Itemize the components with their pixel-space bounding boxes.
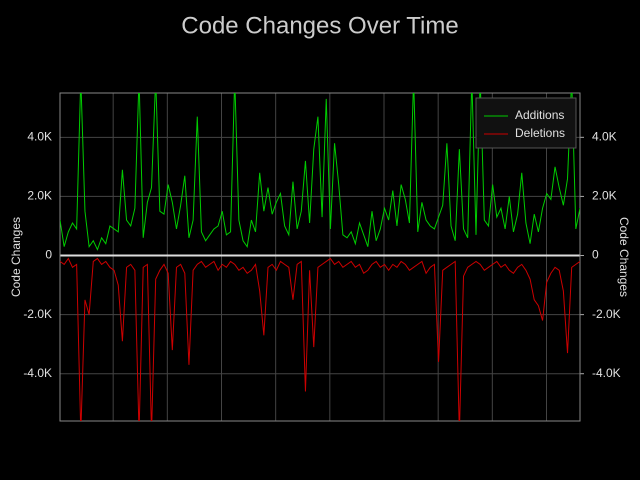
legend-label: Additions <box>515 108 564 122</box>
legend-label: Deletions <box>515 126 565 140</box>
y2-tick-label: 2.0K <box>592 189 617 203</box>
legend: Additions Deletions <box>475 97 577 149</box>
plot-area <box>60 93 580 421</box>
series-line <box>60 257 580 421</box>
y2-tick-label: 4.0K <box>592 129 617 143</box>
chart-title: Code Changes Over Time <box>181 12 458 39</box>
y2-tick-label: -2.0K <box>592 307 621 321</box>
plot-frame <box>59 92 581 422</box>
y-tick-label: -2.0K <box>23 307 52 321</box>
series-line <box>60 93 580 251</box>
y-tick-label: -4.0K <box>23 366 52 380</box>
y-tick-label: 0 <box>45 248 52 262</box>
y-tick-label: 4.0K <box>27 129 52 143</box>
y2-tick-label: 0 <box>592 248 599 262</box>
legend-box <box>475 97 577 149</box>
y-tick-label: 2.0K <box>27 189 52 203</box>
y2-axis-label: Code Changes <box>617 217 631 297</box>
y2-tick-label: -4.0K <box>592 366 621 380</box>
y-axis-label: Code Changes <box>9 217 23 297</box>
